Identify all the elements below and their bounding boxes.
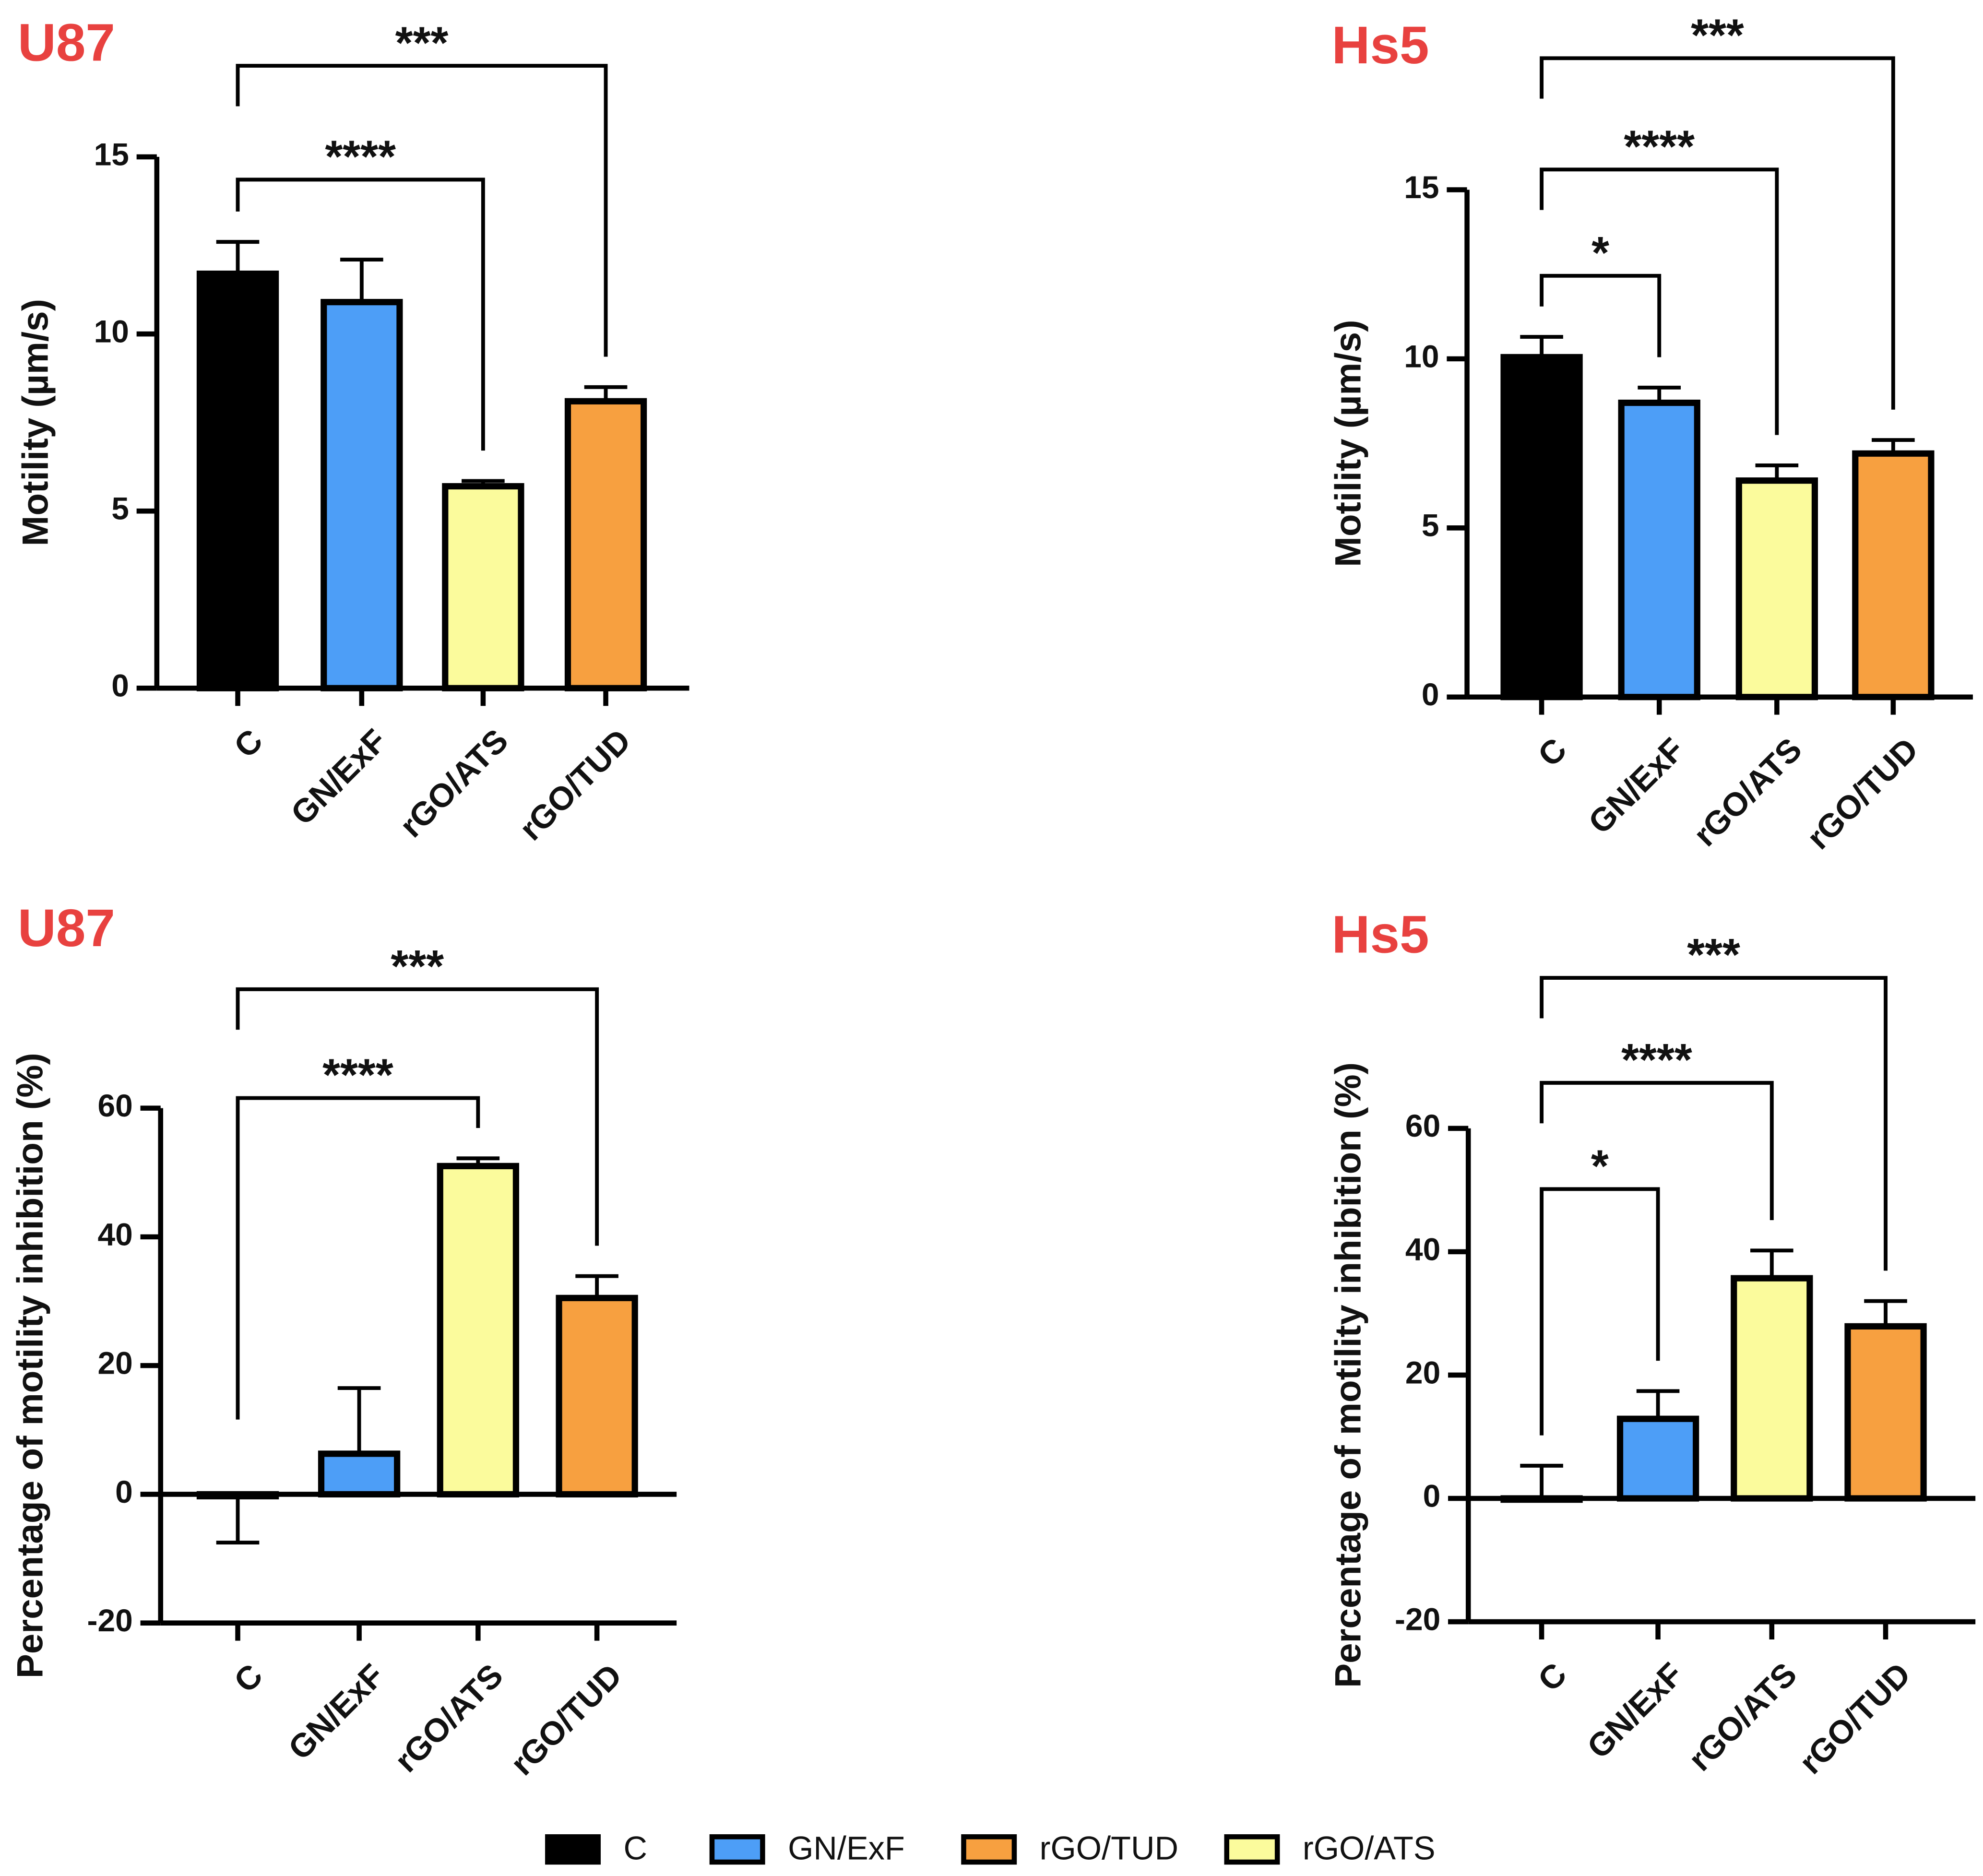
x-tick-label: C [1531, 731, 1573, 773]
legend-label: GN/ExF [788, 1829, 905, 1866]
y-axis-label: Percentage of motility inhibition (%) [10, 1053, 51, 1678]
significance-label: *** [395, 17, 449, 68]
x-tick-label: GN/ExF [1581, 731, 1691, 841]
panel-title: Hs5 [1332, 905, 1429, 964]
y-tick-label: 0 [1423, 1478, 1441, 1513]
legend-swatch [1224, 1834, 1280, 1865]
significance-bracket [236, 178, 485, 451]
bar [1618, 399, 1700, 701]
y-tick-label: 40 [1405, 1231, 1440, 1267]
significance-label: *** [1687, 929, 1740, 980]
bar [1731, 1275, 1813, 1502]
bar [564, 398, 647, 691]
x-tick-label: rGO/TUD [1792, 1655, 1918, 1781]
significance-label: *** [391, 941, 444, 992]
significance-label: * [1591, 1141, 1609, 1192]
legend-label: C [623, 1829, 647, 1866]
significance-bracket [1540, 167, 1779, 435]
bar [1852, 450, 1935, 701]
y-axis-label: Percentage of motility inhibition (%) [1328, 1062, 1368, 1688]
significance-bracket [236, 1096, 480, 1420]
y-tick-label: 10 [1404, 338, 1439, 374]
bar [196, 270, 279, 691]
x-tick-label: GN/ExF [284, 722, 393, 832]
significance-bracket [1540, 273, 1662, 357]
bar [442, 483, 524, 691]
significance-bracket [1540, 56, 1895, 410]
panel-title: Hs5 [1332, 16, 1429, 75]
legend-label: rGO/TUD [1040, 1829, 1178, 1866]
significance-label: * [1591, 227, 1609, 278]
y-tick-label: -20 [1395, 1601, 1440, 1637]
legend-label: rGO/ATS [1303, 1829, 1436, 1866]
y-tick-label: 0 [111, 668, 129, 703]
x-tick-label: C [227, 722, 270, 765]
y-tick-label: -20 [87, 1603, 133, 1638]
y-tick-label: 0 [115, 1474, 133, 1509]
y-tick-label: 15 [94, 136, 129, 172]
bar [1844, 1323, 1927, 1502]
y-tick-label: 60 [1405, 1108, 1440, 1143]
y-tick-label: 60 [97, 1088, 132, 1123]
y-tick-label: 15 [1404, 169, 1439, 205]
y-tick-label: 20 [1405, 1354, 1440, 1390]
x-tick-label: rGO/ATS [388, 1657, 510, 1780]
significance-bracket [1540, 1187, 1660, 1436]
bar [321, 299, 403, 691]
x-tick-label: C [1531, 1655, 1573, 1698]
significance-label: **** [1624, 121, 1695, 172]
x-tick-label: rGO/TUD [512, 722, 638, 848]
x-tick-label: rGO/TUD [503, 1657, 629, 1782]
bar [437, 1163, 520, 1498]
bar [196, 1491, 279, 1500]
y-tick-label: 0 [1422, 677, 1439, 712]
significance-bracket [1540, 976, 1888, 1271]
significance-label: *** [1691, 10, 1744, 60]
significance-label: **** [325, 131, 396, 182]
x-tick-label: rGO/ATS [392, 722, 515, 845]
bar [1735, 477, 1818, 701]
x-tick-label: GN/ExF [281, 1657, 391, 1767]
x-tick-label: C [227, 1657, 270, 1699]
x-tick-label: rGO/ATS [1681, 1655, 1804, 1778]
significance-label: **** [322, 1050, 393, 1101]
y-tick-label: 40 [97, 1216, 132, 1252]
bar [1500, 1495, 1583, 1503]
bar [318, 1450, 401, 1498]
x-tick-label: rGO/ATS [1686, 731, 1809, 854]
y-tick-label: 5 [1422, 508, 1439, 543]
significance-bracket [236, 987, 599, 1246]
bar [1500, 354, 1583, 701]
significance-bracket [236, 64, 608, 357]
y-tick-label: 10 [94, 313, 129, 349]
y-axis-label: Motility (µm/s) [1328, 320, 1368, 567]
legend-swatch [709, 1834, 765, 1865]
significance-bracket [1540, 1080, 1774, 1221]
panel-title: U87 [18, 13, 115, 72]
legend-swatch [545, 1834, 601, 1865]
significance-label: **** [1621, 1034, 1692, 1085]
x-tick-label: GN/ExF [1580, 1655, 1690, 1766]
bar [1616, 1415, 1699, 1502]
y-axis-label: Motility (µm/s) [15, 299, 56, 546]
panel-title: U87 [18, 899, 115, 958]
legend-swatch [961, 1834, 1017, 1865]
y-tick-label: 20 [97, 1345, 132, 1381]
x-tick-label: rGO/TUD [1800, 731, 1925, 856]
bar [556, 1294, 638, 1498]
y-tick-label: 5 [111, 491, 129, 526]
